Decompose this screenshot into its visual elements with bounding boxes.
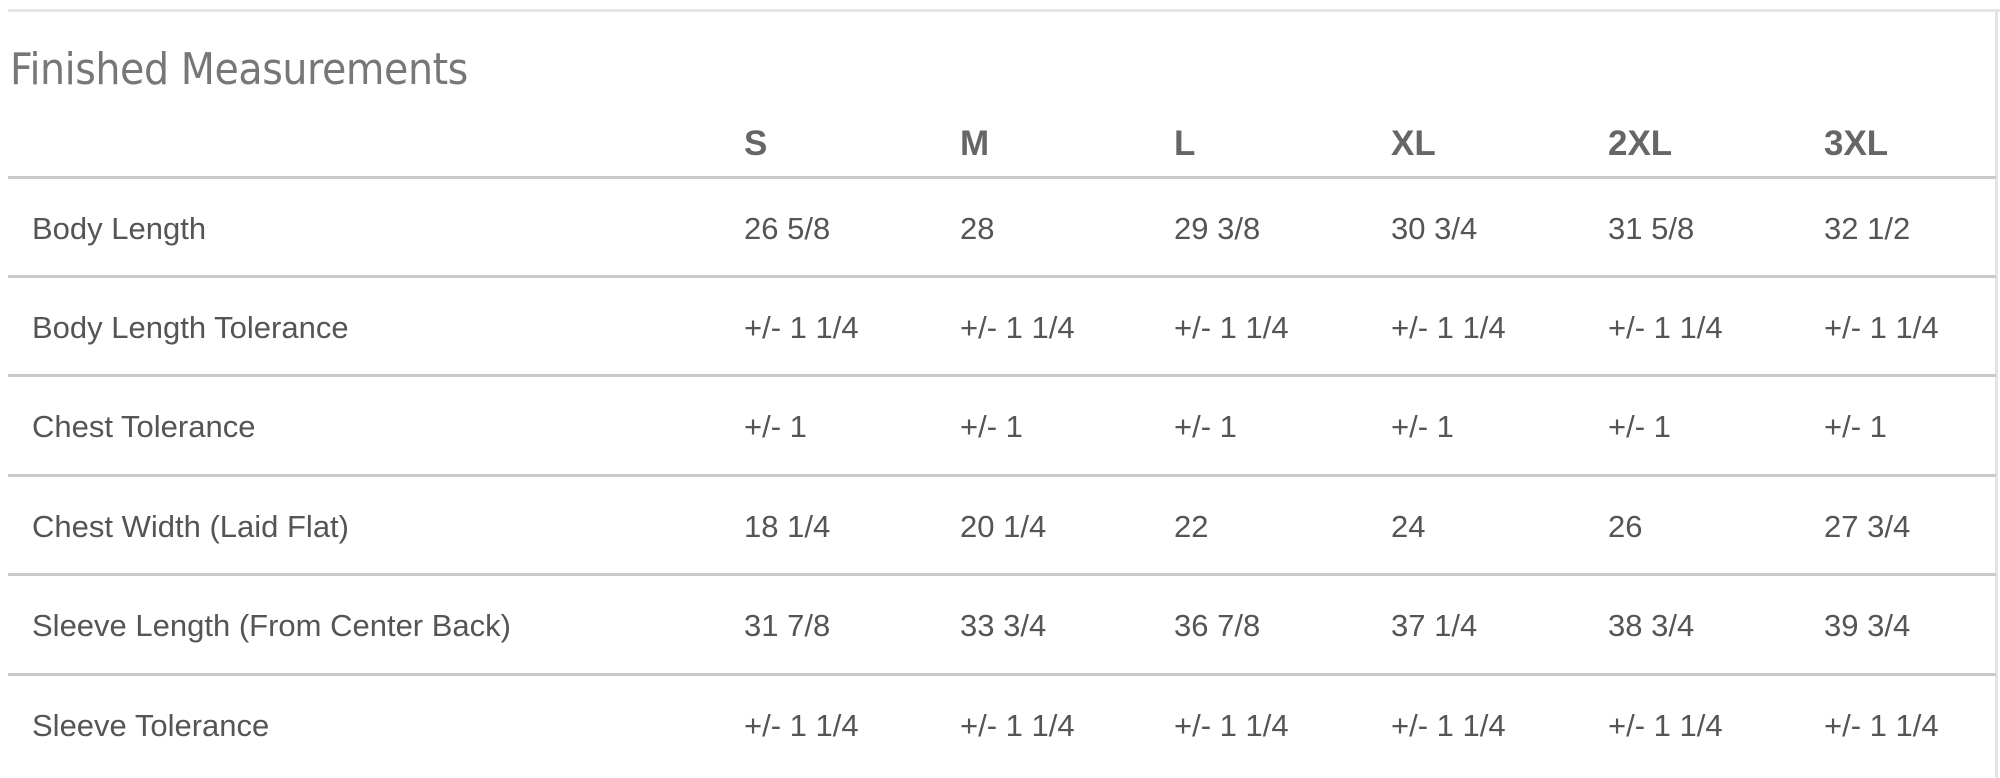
table-row: Chest Width (Laid Flat) 18 1/4 20 1/4 22 24 2… <box>0 477 2000 576</box>
table-row: Sleeve Tolerance +/- 1 1/4 +/- 1 1/4 +/- 1 … <box>0 676 2000 775</box>
table-cell: +/- 1 1/4 <box>960 707 1075 743</box>
table-cell: +/- 1 <box>744 409 807 445</box>
table-cell: 26 5/8 <box>744 210 831 246</box>
row-divider <box>8 673 1996 676</box>
row-label: Chest Width (Laid Flat) <box>32 508 349 544</box>
table-cell: 24 <box>1391 508 1426 544</box>
table-cell: +/- 1 <box>1391 409 1454 445</box>
table-cell: +/- 1 1/4 <box>960 309 1075 345</box>
row-label: Sleeve Tolerance <box>32 707 270 743</box>
right-border <box>1995 9 1998 778</box>
table-cell: +/- 1 1/4 <box>1824 707 1939 743</box>
table-cell: +/- 1 1/4 <box>1391 309 1506 345</box>
table-cell: 39 3/4 <box>1824 608 1911 644</box>
page-title: Finished Measurements <box>10 44 468 95</box>
table-cell: +/- 1 1/4 <box>1824 309 1939 345</box>
row-divider <box>8 176 1996 179</box>
column-header-xl: XL <box>1391 124 1436 163</box>
column-header-3xl: 3XL <box>1824 124 1889 163</box>
row-divider <box>8 275 1996 278</box>
table-row: Sleeve Length (From Center Back) 31 7/8 33… <box>0 577 2000 676</box>
table-cell: +/- 1 1/4 <box>1608 707 1723 743</box>
table-cell: 29 3/8 <box>1174 210 1261 246</box>
row-label: Sleeve Length (From Center Back) <box>32 608 511 644</box>
top-divider <box>8 9 2000 12</box>
table-cell: +/- 1 1/4 <box>1174 309 1289 345</box>
column-header-2xl: 2XL <box>1608 124 1673 163</box>
table-cell: +/- 1 1/4 <box>744 309 859 345</box>
table-row: Body Length Tolerance +/- 1 1/4 +/- 1 1/4 +… <box>0 278 2000 377</box>
row-divider <box>8 573 1996 576</box>
table-cell: 36 7/8 <box>1174 608 1261 644</box>
table-cell: 22 <box>1174 508 1209 544</box>
table-cell: 26 <box>1608 508 1643 544</box>
row-divider <box>8 374 1996 377</box>
column-header-s: S <box>744 124 768 163</box>
table-cell: 27 3/4 <box>1824 508 1911 544</box>
table-cell: +/- 1 <box>1608 409 1671 445</box>
column-header-l: L <box>1174 124 1196 163</box>
table-cell: 28 <box>960 210 995 246</box>
table-cell: 37 1/4 <box>1391 608 1478 644</box>
table-cell: +/- 1 1/4 <box>1174 707 1289 743</box>
table-cell: +/- 1 1/4 <box>1391 707 1506 743</box>
table-cell: +/- 1 <box>1824 409 1887 445</box>
row-label: Body Length <box>32 210 207 246</box>
table-cell: 20 1/4 <box>960 508 1047 544</box>
row-divider <box>8 474 1996 477</box>
table-cell: 33 3/4 <box>960 608 1047 644</box>
table-cell: 32 1/2 <box>1824 210 1911 246</box>
table-cell: 38 3/4 <box>1608 608 1695 644</box>
column-header-m: M <box>960 124 990 163</box>
table-cell: 31 7/8 <box>744 608 831 644</box>
table-cell: +/- 1 1/4 <box>1608 309 1723 345</box>
table-cell: 31 5/8 <box>1608 210 1695 246</box>
table-cell: 18 1/4 <box>744 508 831 544</box>
table-row: Body Length 26 5/8 28 29 3/8 30 3/4 31 5/8 32 … <box>0 179 2000 278</box>
table-cell: +/- 1 <box>1174 409 1237 445</box>
row-label: Chest Tolerance <box>32 409 256 445</box>
table-row: Chest Tolerance +/- 1 +/- 1 +/- 1 +/- 1 +/- 1… <box>0 378 2000 477</box>
row-label: Body Length Tolerance <box>32 309 349 345</box>
table-cell: +/- 1 1/4 <box>744 707 859 743</box>
table-cell: 30 3/4 <box>1391 210 1478 246</box>
table-cell: +/- 1 <box>960 409 1023 445</box>
